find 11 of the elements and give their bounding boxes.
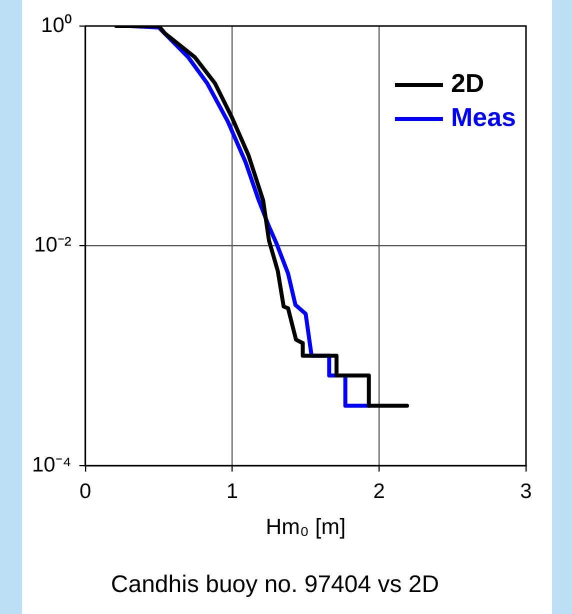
text: Candhis buoy no. 97404 vs 2D — [110, 571, 440, 598]
x-tick-label: 1 — [226, 480, 238, 503]
legend-label: 2D — [450, 68, 484, 98]
x-tick-label: 3 — [520, 480, 532, 503]
x-axis-title: Hm₀ [m] — [266, 514, 346, 540]
y-tick-label: 10⁰ — [41, 14, 72, 37]
y-tick-label: 10⁻² — [34, 234, 72, 257]
x-tick-label: 0 — [80, 480, 92, 503]
x-tick-label: 2 — [373, 480, 385, 503]
y-tick-label: 10⁻⁴ — [32, 453, 72, 476]
legend-label: Meas — [450, 102, 516, 132]
